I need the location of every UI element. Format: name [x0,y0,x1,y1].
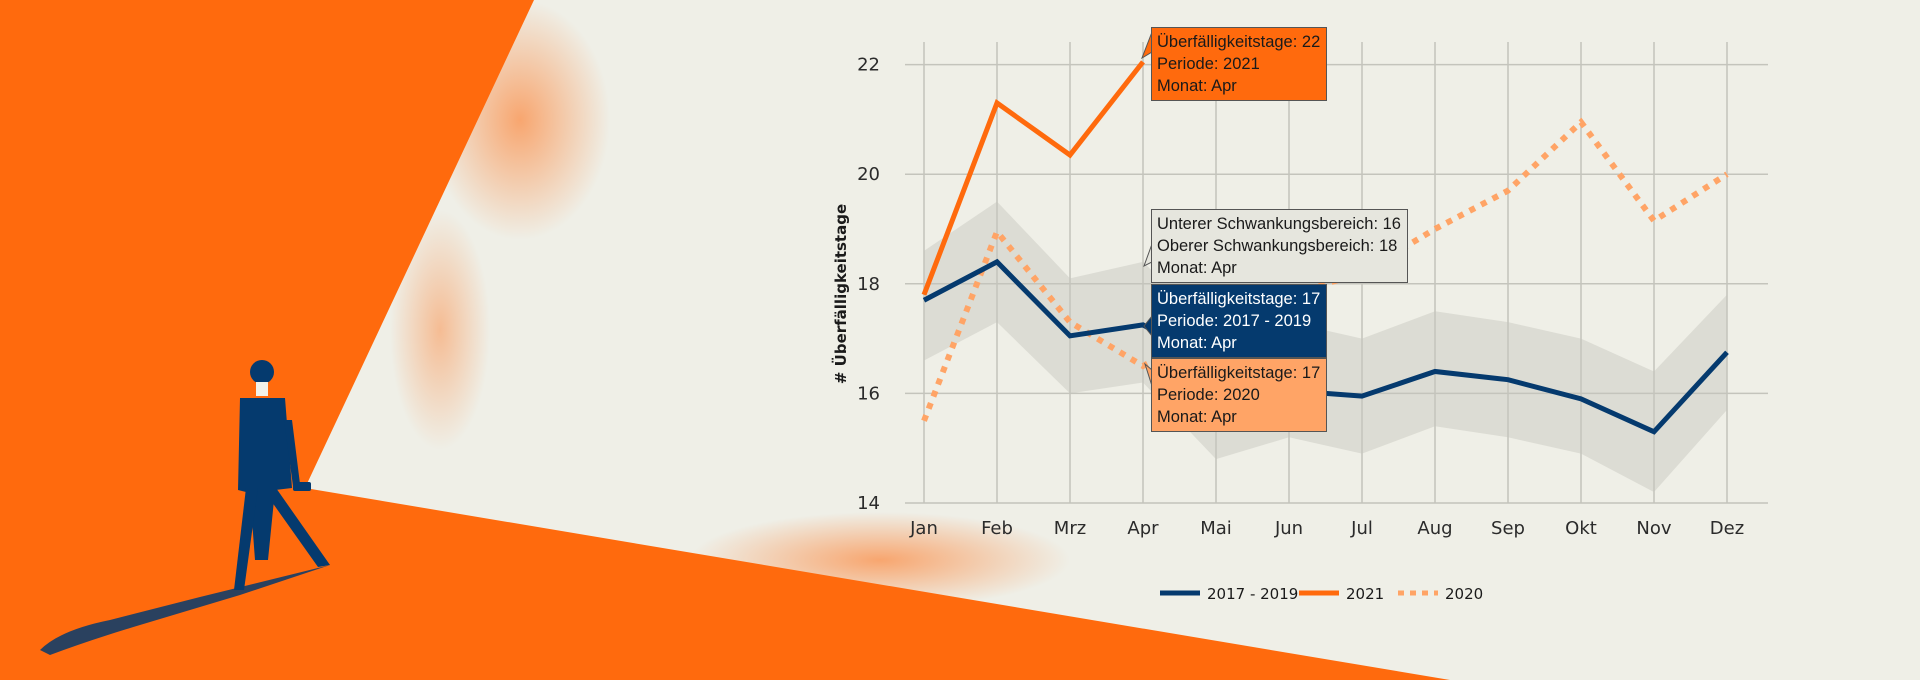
tooltip-base-period: Periode: 2017 - 2019 [1157,312,1312,330]
x-tick-label: Jan [909,518,938,539]
x-tick-label: Dez [1710,518,1744,539]
tooltip-2020: Überfälligkeitstage: 17 Periode: 2020 Mo… [1151,358,1328,432]
tooltip-2020-period: Periode: 2020 [1157,386,1260,404]
y-tick-label: 14 [857,493,880,514]
tooltip-base-month: Monat: Apr [1157,334,1237,352]
tooltip-2021-month: Monat: Apr [1157,77,1237,95]
tooltip-band-month: Monat: Apr [1157,259,1237,277]
orange-left-wedge [0,0,534,488]
series-line-2020 [921,117,1729,422]
legend-label: 2020 [1445,585,1483,603]
x-tick-label: Feb [981,518,1013,539]
y-tick-label: 18 [857,274,880,295]
x-tick-label: Mrz [1054,518,1086,539]
businessman-with-flashlight-icon [40,360,330,655]
tooltip-2020-value: Überfälligkeitstage: 17 [1157,364,1321,382]
x-tick-label: Mai [1200,518,1232,539]
tooltip-band: Unterer Schwankungsbereich: 16 Oberer Sc… [1151,209,1408,283]
x-tick-label: Jul [1350,518,1373,539]
series-line-2021 [921,60,1145,296]
tooltip-2021-value: Überfälligkeitstage: 22 [1157,33,1321,51]
legend: 2017 - 2019 2021 2020 [1160,585,1483,603]
tooltip-band-lower: Unterer Schwankungsbereich: 16 [1157,215,1401,233]
tooltip-2020-month: Monat: Apr [1157,408,1237,426]
x-tick-label: Okt [1565,518,1597,539]
y-axis-label: # Überfälligkeitstage [831,204,850,384]
tooltip-2021-period: Periode: 2021 [1157,55,1260,73]
x-tick-label: Sep [1491,518,1525,539]
tooltip-2017-2019: Überfälligkeitstage: 17 Periode: 2017 - … [1151,284,1328,358]
axis-layer: 14 16 18 20 22 Jan Feb Mrz Apr Mai Jun Jul Aug Sep Okt… [857,55,1744,539]
x-tick-label: Apr [1127,518,1159,539]
x-tick-label: Nov [1636,518,1671,539]
x-tick-label: Jun [1274,518,1303,539]
spray-bottom [690,512,1070,608]
tooltip-base-value: Überfälligkeitstage: 17 [1157,290,1321,308]
legend-label: 2021 [1346,585,1384,603]
spray-mid [390,210,490,450]
tooltip-band-upper: Oberer Schwankungsbereich: 18 [1157,237,1398,255]
y-tick-label: 16 [857,383,880,404]
tooltip-2021: Überfälligkeitstage: 22 Periode: 2021 Mo… [1151,27,1328,101]
y-tick-label: 22 [857,55,880,76]
y-tick-label: 20 [857,164,880,185]
background-decoration [0,0,1450,680]
spray-top [430,0,610,240]
legend-label: 2017 - 2019 [1207,585,1298,603]
x-tick-label: Aug [1417,518,1452,539]
